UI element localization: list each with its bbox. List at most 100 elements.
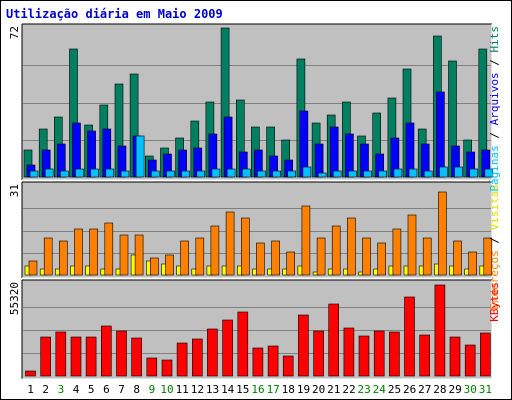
- bar-kbytes-day-28: [434, 284, 446, 377]
- bar-kbytes-day-18: [282, 355, 294, 377]
- bar-pages-day-11: [181, 170, 190, 178]
- series-label-part: KBytes: [488, 282, 501, 322]
- x-tick-label-25: 25: [388, 383, 401, 396]
- bar-pages-day-6: [105, 168, 115, 178]
- series-label-part: Endereços: [488, 250, 501, 310]
- bar-pages-day-2: [44, 168, 54, 178]
- bar-pages-day-31: [484, 168, 494, 178]
- bar-pages-day-8: [135, 135, 145, 178]
- y-max-label: 72: [8, 26, 21, 39]
- x-tick-label-2: 2: [42, 383, 49, 396]
- bar-pages-day-15: [242, 168, 251, 178]
- bar-sites-day-18: [286, 251, 296, 276]
- x-tick-label-23: 23: [357, 383, 370, 396]
- bar-kbytes-day-26: [404, 296, 415, 377]
- x-tick-label-27: 27: [418, 383, 431, 396]
- bar-pages-day-17: [272, 170, 281, 178]
- bar-sites-day-12: [195, 237, 205, 276]
- x-tick-label-26: 26: [403, 383, 416, 396]
- bar-sites-day-2: [43, 237, 53, 276]
- bar-sites-day-19: [301, 205, 311, 276]
- bar-kbytes-day-13: [207, 328, 218, 377]
- bar-sites-day-21: [331, 225, 341, 276]
- x-tick-label-5: 5: [88, 383, 95, 396]
- bar-sites-day-28: [438, 191, 447, 276]
- x-tick-label-4: 4: [73, 383, 80, 396]
- bar-kbytes-day-4: [70, 336, 82, 377]
- bar-pages-day-29: [454, 166, 463, 178]
- bar-sites-day-14: [225, 211, 235, 276]
- bar-kbytes-day-14: [222, 319, 233, 377]
- bar-files-day-14: [223, 116, 233, 178]
- bar-sites-day-31: [483, 237, 493, 276]
- series-label-panel3: KBytes: [488, 282, 501, 322]
- x-tick-label-22: 22: [342, 383, 355, 396]
- bar-kbytes-day-20: [313, 330, 324, 377]
- panel-1: 72: [8, 23, 494, 181]
- bar-sites-day-8: [134, 234, 144, 276]
- x-tick-label-3: 3: [58, 383, 65, 396]
- series-label-part: Páginas: [488, 145, 501, 191]
- bar-kbytes-day-9: [146, 357, 158, 377]
- bar-sites-day-15: [241, 217, 250, 276]
- bar-files-day-20: [314, 143, 324, 178]
- chart-title: Utilização diária em Maio 2009: [6, 7, 223, 21]
- bar-kbytes-day-29: [449, 336, 461, 377]
- bar-pages-day-13: [211, 168, 221, 178]
- bar-pages-day-19: [302, 166, 312, 178]
- y-max-label: 31: [8, 184, 21, 197]
- bar-kbytes-day-27: [419, 334, 431, 377]
- x-tick-label-18: 18: [282, 383, 295, 396]
- bar-pages-day-7: [120, 170, 130, 178]
- bar-sites-day-26: [407, 214, 417, 276]
- bar-pages-day-14: [226, 168, 236, 178]
- bar-kbytes-day-25: [389, 331, 400, 377]
- bar-sites-day-1: [28, 260, 38, 276]
- series-label-panel1: Páginas / Arquivos / Hits: [488, 26, 501, 192]
- x-tick-label-13: 13: [206, 383, 219, 396]
- bar-sites-day-17: [271, 240, 280, 276]
- bar-pages-day-25: [393, 168, 403, 178]
- bar-kbytes-day-6: [101, 325, 112, 377]
- series-label-part: Visitas: [488, 184, 501, 230]
- x-tick-label-12: 12: [191, 383, 204, 396]
- bar-kbytes-day-31: [479, 332, 491, 377]
- bar-sites-day-30: [468, 251, 478, 276]
- bar-pages-day-22: [348, 170, 357, 178]
- bar-pages-day-28: [439, 166, 448, 178]
- x-axis-labels: 1 2 3 4 5 6 7 8 9 10 11 12 13 14 15 16 17 18 19 20 21 22 23 24 2…: [27, 383, 492, 396]
- bar-kbytes-day-5: [85, 336, 97, 377]
- bar-sites-day-6: [104, 222, 114, 276]
- x-tick-label-9: 9: [149, 383, 156, 396]
- bar-pages-day-18: [287, 170, 297, 178]
- x-tick-label-29: 29: [448, 383, 461, 396]
- x-tick-label-21: 21: [327, 383, 340, 396]
- bar-sites-day-10: [165, 254, 174, 276]
- bar-pages-day-4: [75, 168, 84, 178]
- x-tick-label-8: 8: [133, 383, 140, 396]
- series-label-panel2: Endereços / Visitas: [488, 184, 501, 310]
- bar-kbytes-day-11: [176, 342, 188, 377]
- bar-pages-day-27: [423, 170, 433, 178]
- bar-sites-day-9: [150, 257, 159, 276]
- bar-sites-day-22: [347, 217, 356, 276]
- bar-sites-day-16: [256, 242, 265, 276]
- bar-kbytes-day-15: [237, 311, 249, 377]
- bar-kbytes-day-2: [40, 336, 52, 377]
- bar-sites-day-20: [316, 237, 326, 276]
- bar-kbytes-day-8: [131, 337, 142, 377]
- x-tick-label-17: 17: [267, 383, 280, 396]
- bar-sites-day-11: [180, 240, 189, 276]
- bar-pages-day-10: [166, 170, 175, 178]
- series-label-part: /: [488, 125, 501, 145]
- series-label-part: Hits: [488, 26, 501, 53]
- x-tick-label-19: 19: [297, 383, 310, 396]
- bar-pages-day-9: [151, 170, 160, 178]
- bar-kbytes-day-23: [358, 335, 370, 377]
- bar-pages-day-3: [59, 170, 69, 178]
- series-label-part: Arquivos: [488, 72, 501, 125]
- x-tick-label-6: 6: [103, 383, 110, 396]
- panel-2: 31: [8, 181, 493, 279]
